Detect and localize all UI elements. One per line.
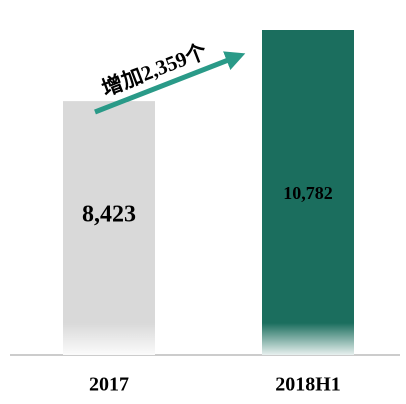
- bar-fade: [262, 323, 354, 355]
- annotation: 增加2,359个: [98, 39, 210, 101]
- bar: [63, 101, 155, 355]
- value-label: 8,423: [82, 202, 136, 228]
- x-tick-label: 2018H1: [275, 374, 341, 396]
- x-tick-label: 2017: [89, 374, 129, 396]
- bar-fade: [63, 323, 155, 355]
- arrow: [94, 51, 246, 115]
- value-label: 10,782: [283, 183, 333, 203]
- bar: [262, 30, 354, 355]
